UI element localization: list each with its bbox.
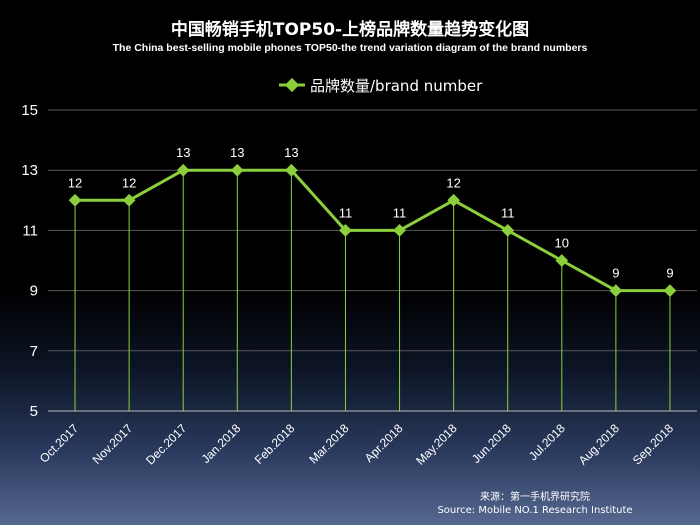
data-point [122, 193, 136, 207]
source-en: Source: Mobile NO.1 Research Institute [437, 505, 632, 516]
x-tick-label: Jun.2018 [469, 421, 514, 466]
data-point [663, 284, 677, 297]
x-tick-label: Dec.2017 [143, 421, 189, 467]
x-tick-label: Oct.2017 [37, 421, 82, 466]
x-tick-label: Sep.2018 [630, 421, 676, 467]
data-point [339, 224, 352, 237]
data-point [609, 284, 623, 297]
y-tick-label: 7 [30, 343, 38, 360]
data-point [285, 163, 298, 177]
data-label: 10 [555, 236, 569, 251]
data-label: 11 [393, 205, 407, 220]
chart-subtitle: The China best-selling mobile phones TOP… [113, 42, 588, 54]
x-tick-label: Nov.2017 [90, 421, 136, 467]
x-tick-label: Aug.2018 [576, 421, 622, 467]
x-tick-label: Apr.2018 [362, 421, 406, 465]
gridlines [48, 109, 697, 352]
chart-title: 中国畅销手机TOP50-上榜品牌数量趋势变化图 [171, 19, 529, 40]
data-label: 11 [501, 205, 515, 220]
source-cn: 来源：第一手机界研究院 [480, 490, 590, 503]
y-tick-label: 15 [21, 102, 38, 119]
x-tick-label: Mar.2018 [306, 421, 352, 467]
data-point [447, 193, 460, 207]
data-label: 13 [230, 145, 244, 160]
data-point [393, 224, 406, 237]
legend-marker [284, 77, 300, 93]
x-axis-ticks: Oct.2017 Nov.2017 Dec.2017 Jan.2018 Feb.2018… [37, 421, 676, 468]
data-label: 9 [666, 266, 673, 281]
data-label: 9 [612, 266, 619, 281]
data-label: 13 [284, 145, 298, 160]
data-label: 12 [68, 175, 82, 190]
data-point [176, 163, 190, 177]
data-point [501, 224, 515, 237]
data-labels: 12 12 13 13 13 11 11 12 11 10 9 9 [68, 145, 674, 280]
series-line [75, 168, 670, 293]
data-point [68, 193, 82, 207]
data-point [230, 163, 244, 177]
x-tick-label: Feb.2018 [252, 421, 298, 467]
x-tick-label: Jul.2018 [526, 421, 568, 463]
y-axis-ticks: 5 7 9 11 13 15 [21, 102, 38, 420]
y-tick-label: 11 [22, 222, 38, 239]
y-tick-label: 9 [30, 283, 38, 300]
y-tick-label: 5 [30, 403, 38, 420]
data-label: 13 [176, 145, 190, 160]
y-tick-label: 13 [21, 162, 38, 179]
legend-label: 品牌数量/brand number [310, 77, 483, 95]
drop-lines [74, 170, 671, 411]
x-tick-label: May.2018 [413, 421, 460, 468]
data-label: 12 [122, 175, 136, 190]
data-point [555, 254, 569, 267]
data-label: 12 [446, 175, 460, 190]
x-tick-label: Jan.2018 [199, 421, 244, 466]
data-label: 11 [339, 205, 353, 220]
legend: 品牌数量/brand number [279, 77, 483, 95]
